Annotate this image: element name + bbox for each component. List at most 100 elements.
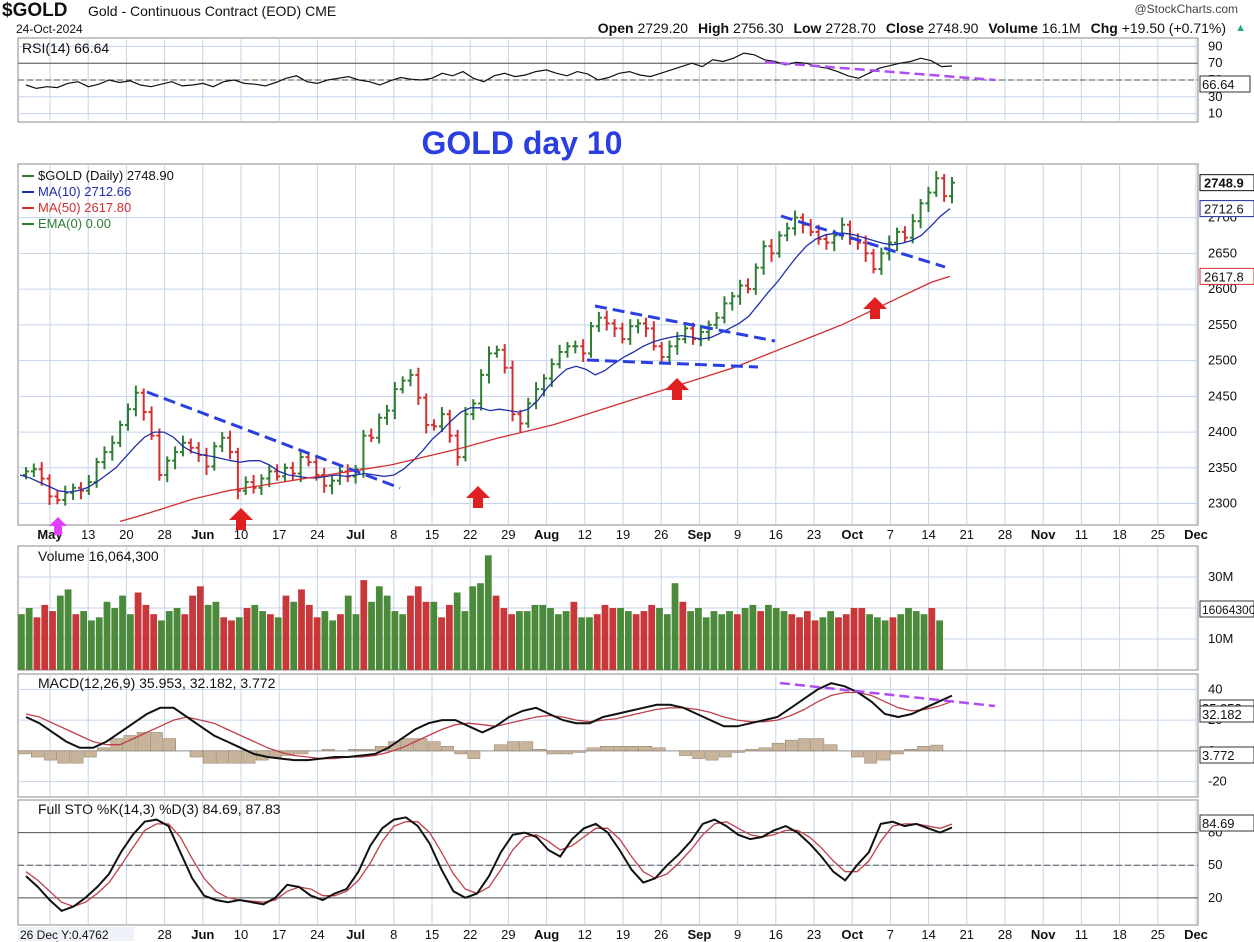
- macd-histogram-bar: [507, 741, 520, 752]
- x-tick-label: 29: [501, 527, 515, 542]
- volume-bar: [920, 614, 928, 670]
- volume-bar: [586, 617, 593, 670]
- volume-bar: [710, 611, 718, 670]
- volume-bar: [811, 620, 819, 670]
- volume-bar: [570, 601, 578, 670]
- y-tick-label-rsi: 10: [1208, 106, 1222, 121]
- support-arrow-icon: [665, 378, 689, 400]
- macd-line: [25, 682, 953, 762]
- volume-bar: [383, 595, 391, 670]
- x-tick-label: 12: [578, 527, 592, 542]
- volume-last-label: 16064300: [1202, 603, 1254, 617]
- close-value: 2748.90: [927, 20, 979, 36]
- y-tick-label-price: 2550: [1208, 317, 1237, 332]
- macd-histogram-bar: [824, 744, 838, 752]
- x-tick-label: 13: [81, 527, 95, 542]
- x-tick-label: Nov: [1031, 527, 1056, 542]
- price-legend-label: MA(50) 2617.80: [38, 200, 131, 215]
- volume-bar: [593, 614, 601, 670]
- macd-histogram-bar: [771, 742, 785, 752]
- macd-histogram-bar: [877, 750, 891, 761]
- volume-bar: [228, 620, 235, 670]
- volume-bar: [189, 595, 196, 670]
- volume-bar: [733, 614, 741, 670]
- chg-label: Chg: [1090, 20, 1118, 36]
- volume-bar: [25, 608, 33, 670]
- volume-bar: [360, 580, 368, 670]
- ma10-line: [19, 208, 951, 493]
- price-last-box: [1199, 200, 1254, 218]
- x-tick-label: 28: [157, 527, 171, 542]
- volume-bar: [150, 614, 158, 670]
- macd-histogram-bar: [520, 741, 534, 752]
- macd-histogram-bar: [573, 750, 587, 753]
- y-tick-label-vol: 30M: [1208, 569, 1233, 584]
- macd-histogram-bar: [864, 750, 878, 764]
- volume-bar: [282, 595, 290, 670]
- volume-bar: [251, 604, 259, 670]
- macd-histogram-bar: [17, 750, 31, 755]
- macd-histogram-bar: [322, 749, 335, 752]
- volume-bar: [702, 617, 710, 670]
- volume-bar: [305, 604, 313, 670]
- volume-bar: [772, 608, 780, 670]
- x-tick-label: 15: [425, 927, 439, 942]
- volume-last-box: [1199, 600, 1254, 618]
- x-tick-label: 10: [234, 527, 248, 542]
- volume-bar: [726, 611, 733, 670]
- panel-frame-sto: [17, 799, 1199, 926]
- price-legend-label: $GOLD (Daily) 2748.90: [38, 168, 174, 183]
- macd-histogram-bar: [216, 750, 229, 764]
- volume-bar: [445, 604, 453, 670]
- macd-histogram-bar: [189, 750, 203, 758]
- y-tick-label-price: 2650: [1208, 245, 1237, 260]
- volume-bar: [391, 611, 399, 670]
- volume-bar: [803, 611, 811, 670]
- volume-bar: [523, 611, 531, 670]
- high-label: High: [697, 20, 730, 36]
- volume-bar: [407, 595, 414, 670]
- volume-bar: [267, 614, 274, 670]
- price-last-label: 2712.6: [1204, 202, 1244, 217]
- macd-histogram-bar: [136, 732, 150, 752]
- x-tick-label: Oct: [841, 527, 863, 542]
- macd-histogram-bar: [493, 744, 507, 752]
- volume-bar: [352, 614, 360, 670]
- price-trendline: [594, 304, 776, 343]
- volume-bar: [601, 604, 609, 670]
- x-tick-label: 16: [769, 527, 783, 542]
- x-tick-label: 9: [734, 927, 741, 942]
- y-tick-label-sto: 20: [1208, 890, 1222, 905]
- low-value: 2728.70: [825, 20, 876, 36]
- volume-bar: [780, 611, 788, 670]
- volume-bar: [508, 614, 516, 670]
- x-tick-label: Aug: [534, 527, 559, 542]
- macd-histogram-bar: [851, 750, 864, 758]
- macd-histogram-bar: [533, 749, 547, 752]
- volume-bar: [578, 617, 586, 670]
- x-tick-label: 14: [921, 927, 935, 942]
- volume-bar: [749, 604, 757, 670]
- y-tick-label-rsi: 70: [1208, 55, 1222, 70]
- volume-bar: [632, 614, 640, 670]
- volume-bar: [858, 608, 866, 670]
- volume-bar: [453, 592, 461, 670]
- brand-label[interactable]: @StockCharts.com: [1134, 2, 1238, 16]
- volume-bar: [718, 614, 726, 670]
- volume-bar: [928, 608, 936, 670]
- volume-bar: [796, 617, 803, 670]
- x-tick-label: 16: [769, 927, 783, 942]
- x-tick-label: 25: [1151, 927, 1165, 942]
- x-tick-label: 25: [1151, 527, 1165, 542]
- x-tick-label: 21: [960, 927, 974, 942]
- x-tick-label: Dec: [1184, 527, 1208, 542]
- volume-bar: [694, 608, 702, 670]
- contract-name: Gold - Continuous Contract (EOD) CME: [88, 3, 336, 19]
- macd-histogram-bar: [30, 750, 44, 758]
- chg-up-icon: ▲: [1235, 22, 1246, 34]
- support-arrow-icon: [466, 486, 490, 508]
- volume-bar: [313, 617, 321, 670]
- macd-histogram-bar: [811, 738, 825, 752]
- volume-bar: [88, 620, 95, 670]
- x-tick-label: Sep: [687, 927, 711, 942]
